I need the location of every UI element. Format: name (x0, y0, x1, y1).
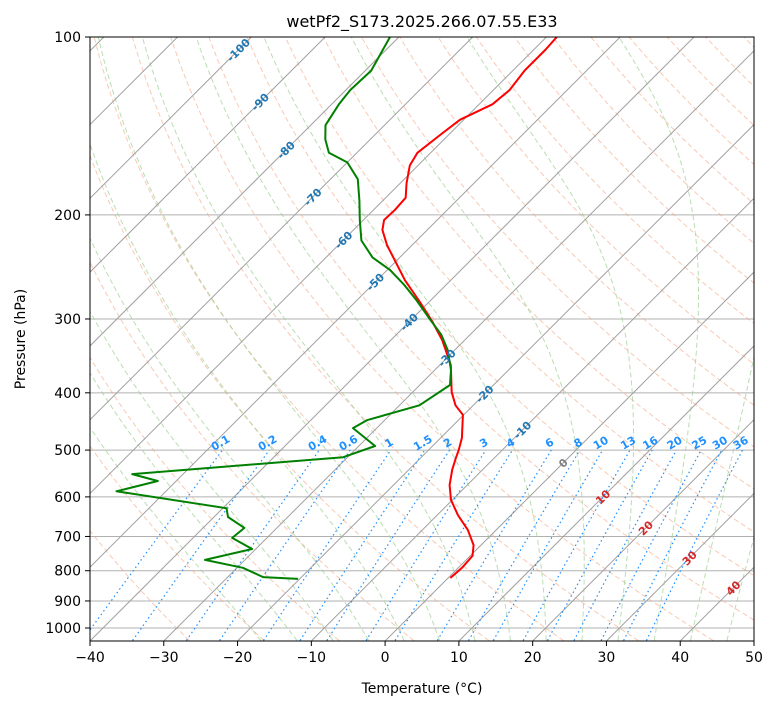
dry-adiabat (170, 37, 714, 641)
x-tick-label: −40 (75, 650, 105, 666)
dry-adiabat (514, 37, 754, 284)
dry-adiabat (131, 37, 639, 641)
moist-adiabat (263, 37, 547, 641)
moist-adiabat (350, 37, 585, 641)
x-tick-label: 50 (745, 650, 763, 666)
mixing-ratio-line (436, 449, 552, 641)
dry-adiabat (361, 37, 754, 448)
isotherm (90, 37, 326, 273)
isotherm (90, 37, 695, 641)
mixing-ratio-line (263, 449, 392, 641)
y-tick-label: 900 (54, 594, 81, 610)
x-tick-label: 0 (381, 650, 390, 666)
x-tick-label: 30 (598, 650, 616, 666)
x-tick-label: 40 (671, 650, 689, 666)
moist-adiabat (90, 142, 405, 641)
y-tick-label: 400 (54, 386, 81, 402)
mixing-ratio-line (645, 449, 744, 641)
background-lines (90, 37, 754, 641)
y-tick-label: 300 (54, 312, 81, 328)
mixing-ratio-line (219, 449, 351, 641)
isotherm (385, 271, 754, 641)
x-tick-label: 20 (524, 650, 542, 666)
isotherm (90, 37, 400, 347)
mixing-ratio-line (132, 449, 270, 641)
dry-adiabat (90, 153, 489, 641)
y-tick-label: 500 (54, 443, 81, 459)
y-tick-label: 200 (54, 208, 81, 224)
x-axis-label: Temperature (°C) (361, 681, 483, 697)
moist-adiabat (90, 426, 262, 641)
moist-adiabat (726, 535, 754, 641)
isotherm (459, 345, 754, 641)
isotherm (90, 37, 474, 421)
y-axis-label: Pressure (hPa) (13, 289, 29, 389)
isotherm (90, 37, 547, 495)
y-tick-label: 600 (54, 490, 81, 506)
dry-adiabat (437, 37, 754, 365)
dry-adiabat (90, 529, 190, 641)
moist-adiabat (97, 37, 440, 641)
mixing-ratio-line (573, 449, 677, 641)
isotherm (606, 492, 754, 641)
axes-ticks: −40 −30 −20 −10 0 10 20 30 40 50 100 200 300 400 500 60… (45, 30, 763, 666)
mixing-ratio-line (326, 449, 451, 641)
isotherm (90, 37, 621, 568)
moist-adiabat (90, 372, 298, 641)
y-tick-label: 100 (54, 30, 81, 46)
isotherm (311, 197, 754, 641)
moist-adiabat (90, 310, 334, 641)
isotherm (163, 50, 754, 641)
moist-adiabat (690, 354, 754, 641)
dry-adiabat (93, 37, 564, 641)
dry-adiabat (208, 37, 754, 621)
isotherm (237, 123, 754, 641)
x-tick-label: −10 (297, 650, 327, 666)
dry-adiabat (322, 37, 754, 490)
x-tick-label: 10 (450, 650, 468, 666)
mixing-ratio-line (185, 449, 320, 641)
moist-adiabat (195, 37, 511, 641)
dry-adiabat (90, 445, 265, 641)
mixing-ratio-line (546, 449, 653, 641)
moist-adiabat (618, 37, 699, 641)
moist-adiabat (90, 237, 370, 641)
y-tick-label: 700 (54, 529, 81, 545)
mixing-ratio-line (365, 449, 487, 641)
chart-title: wetPf2_S173.2025.266.07.55.E33 (286, 12, 557, 32)
isotherm (532, 418, 754, 641)
mixing-ratio-line (299, 449, 426, 641)
x-tick-label: −20 (223, 650, 253, 666)
y-tick-label: 1000 (45, 621, 81, 637)
moist-adiabat (141, 37, 476, 641)
profiles (115, 37, 558, 580)
mixing-ratio-line (394, 449, 513, 641)
isotherm (90, 37, 252, 200)
plot-frame (89, 36, 755, 642)
x-tick-label: −30 (149, 650, 179, 666)
y-tick-label: 800 (54, 564, 81, 580)
dewpoint-profile (115, 37, 452, 580)
temperature-profile (381, 37, 558, 579)
dry-adiabat (90, 356, 340, 641)
